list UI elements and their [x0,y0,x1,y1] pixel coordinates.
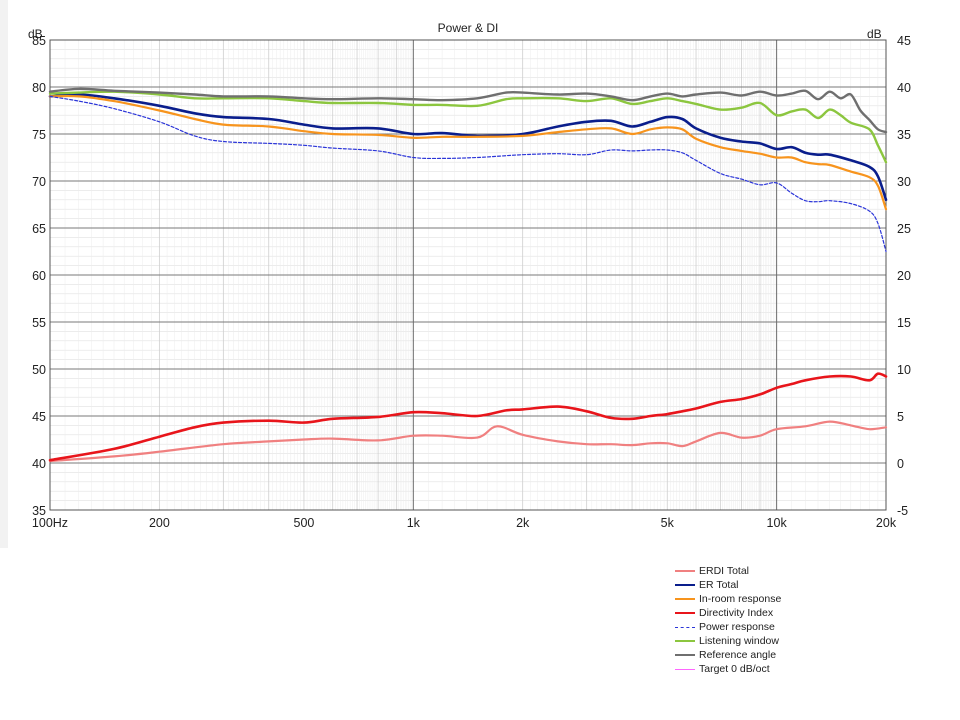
legend-swatch [675,640,695,642]
y2-tick-label: 0 [897,457,904,471]
y-tick-label: 85 [32,34,46,48]
y2-tick-label: 25 [897,222,911,236]
legend-swatch [675,598,695,600]
series-line-er-total [48,93,888,202]
major-gridlines [49,39,887,511]
x-tick-label: 5k [661,516,675,530]
legend-item: ERDI Total [675,564,835,578]
x-tick-label: 100Hz [32,516,68,530]
legend-label: ER Total [699,579,739,591]
x-tick-label: 1k [407,516,421,530]
legend-item: Target 0 dB/oct [675,662,835,676]
left-border-strip [0,0,8,548]
chart-title: Power & DI [438,21,499,35]
x-tick-label: 200 [149,516,170,530]
legend-swatch [675,654,695,656]
legend-label: In-room response [699,593,782,605]
legend-swatch [675,584,695,586]
right-margin [930,0,960,548]
legend-label: Listening window [699,635,779,647]
y-tick-label: 60 [32,269,46,283]
series-line-listening-window [48,90,888,164]
y-tick-label: 80 [32,81,46,95]
legend-item: In-room response [675,592,835,606]
legend-item: Listening window [675,634,835,648]
legend-swatch [675,570,695,572]
y2-tick-label: 5 [897,410,904,424]
y2-tick-label: 20 [897,269,911,283]
series-line-reference-angle [48,87,888,134]
legend-label: Reference angle [699,649,777,661]
legend-item: Power response [675,620,835,634]
y-tick-label: 40 [32,457,46,471]
series-line-erdi-total [48,420,888,463]
y2-tick-label: 15 [897,316,911,330]
y-tick-label: 50 [32,363,46,377]
series-line-in-room-response [48,94,888,211]
x-tick-label: 20k [876,516,897,530]
y2-tick-label: 10 [897,363,911,377]
y-tick-label: 75 [32,128,46,142]
y2-tick-label: 30 [897,175,911,189]
legend-swatch [675,626,695,628]
y-tick-label: 35 [32,504,46,518]
y-tick-label: 65 [32,222,46,236]
legend-item: Directivity Index [675,606,835,620]
y-tick-label: 70 [32,175,46,189]
legend-swatch [675,612,695,614]
x-tick-label: 10k [767,516,788,530]
y-tick-label: 55 [32,316,46,330]
legend: ERDI Total ER Total In-room response Direct… [675,564,835,676]
legend-label: ERDI Total [699,565,749,577]
x-tick-label: 2k [516,516,530,530]
y-tick-label: 45 [32,410,46,424]
plot-frame [49,39,887,511]
tick-labels: 8580757065605550454035454035302520151050… [32,34,911,530]
series-line-directivity-index [48,372,888,462]
y2-tick-label: 40 [897,81,911,95]
legend-label: Target 0 dB/oct [699,663,770,675]
x-tick-label: 500 [294,516,315,530]
y2-tick-label: -5 [897,504,908,518]
series-layer [48,87,888,463]
legend-label: Power response [699,621,775,633]
y-axis-unit-right: dB [867,27,882,41]
legend-item: ER Total [675,578,835,592]
y2-tick-label: 35 [897,128,911,142]
legend-label: Directivity Index [699,607,774,619]
y-axis-unit-left: dB [28,27,43,41]
y2-tick-label: 45 [897,34,911,48]
legend-item: Reference angle [675,648,835,662]
legend-swatch [675,668,695,670]
series-line-power-response [49,95,887,253]
